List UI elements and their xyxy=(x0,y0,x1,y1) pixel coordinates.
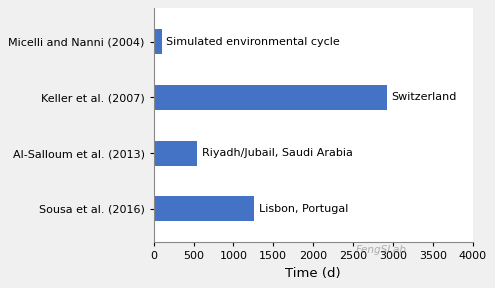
Bar xyxy=(154,141,197,166)
Text: Simulated environmental cycle: Simulated environmental cycle xyxy=(166,37,340,47)
Bar xyxy=(154,29,162,54)
Text: FengSLab: FengSLab xyxy=(355,245,407,255)
Bar xyxy=(154,196,254,221)
Bar xyxy=(154,85,387,110)
Text: Lisbon, Portugal: Lisbon, Portugal xyxy=(259,204,348,214)
Text: Switzerland: Switzerland xyxy=(391,92,457,102)
Text: Riyadh/Jubail, Saudi Arabia: Riyadh/Jubail, Saudi Arabia xyxy=(201,148,352,158)
X-axis label: Time (d): Time (d) xyxy=(285,267,341,280)
